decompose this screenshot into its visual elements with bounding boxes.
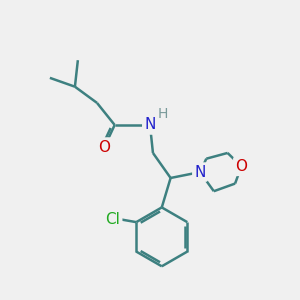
Text: O: O (98, 140, 110, 154)
Text: H: H (158, 107, 168, 121)
Text: N: N (194, 165, 206, 180)
Text: O: O (236, 159, 247, 174)
Text: Cl: Cl (105, 212, 120, 227)
Text: N: N (144, 118, 156, 133)
